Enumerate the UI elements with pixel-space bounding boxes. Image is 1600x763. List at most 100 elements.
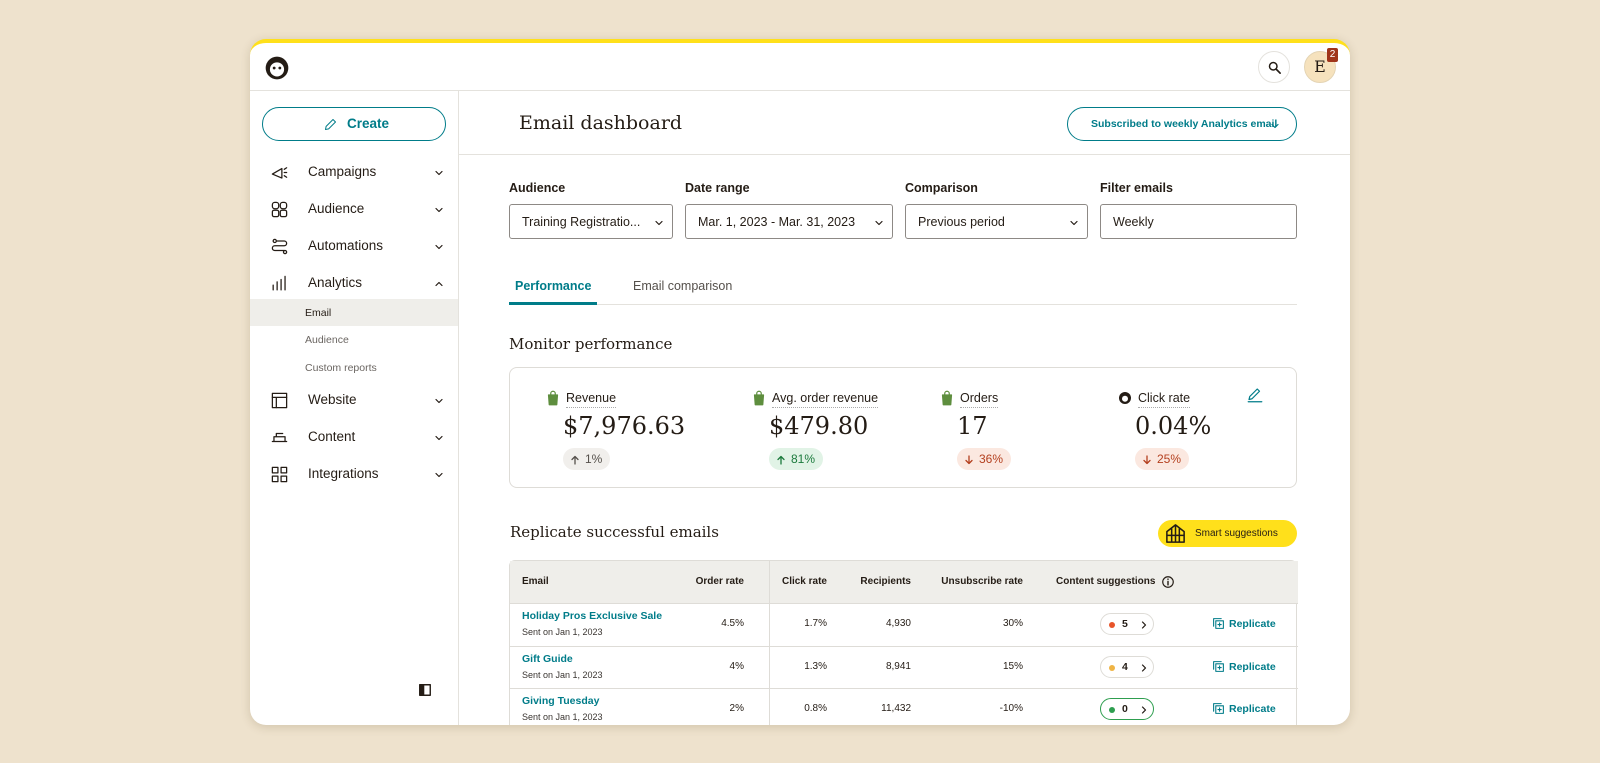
column-header: Email	[522, 576, 549, 587]
icon-shape	[271, 432, 288, 442]
filter-select[interactable]: Training Registratio...	[509, 204, 673, 239]
nav-icon	[270, 237, 289, 256]
filter-select[interactable]: Previous period	[905, 204, 1088, 239]
icon-shape	[1070, 220, 1078, 226]
filter-select[interactable]: Mar. 1, 2023 - Mar. 31, 2023	[685, 204, 893, 239]
nav-label: Campaigns	[308, 164, 377, 179]
icon-shape	[941, 394, 953, 406]
icon-shape	[279, 201, 288, 210]
icon-shape	[325, 119, 336, 130]
icon-shape	[1213, 618, 1224, 629]
nav-item[interactable]: Audience	[250, 191, 458, 227]
icon-shape	[1213, 703, 1222, 712]
table-header-bg	[510, 561, 1298, 603]
icon-shape	[1141, 706, 1147, 714]
sent-date: Sent on Jan 1, 2023	[522, 669, 603, 680]
icon-shape	[1268, 61, 1278, 71]
row-divider	[510, 603, 1298, 604]
icon-shape	[941, 390, 953, 406]
table: Email Order rate Click rate Recipients Unsub…	[509, 560, 1298, 725]
nav-item[interactable]: Automations	[250, 228, 458, 264]
filter-label: Filter emails	[1100, 181, 1173, 195]
cell-unsubscribe-rate: 30%	[1002, 618, 1023, 629]
subnav-item[interactable]: Custom reports	[250, 354, 458, 381]
filter-value: Previous period	[918, 214, 1005, 229]
filter-value: Mar. 1, 2023 - Mar. 31, 2023	[698, 214, 856, 229]
icon-shape	[419, 684, 425, 696]
icon-shape	[965, 455, 973, 465]
icon-shape	[1215, 662, 1224, 672]
nav-icon	[270, 428, 289, 447]
icon-shape	[435, 170, 443, 176]
chevron-down	[653, 216, 665, 228]
replicate-button[interactable]: Replicate	[1212, 616, 1292, 632]
icon-shape	[1268, 61, 1281, 74]
icon-shape	[279, 209, 288, 218]
icon-shape	[282, 249, 288, 255]
icon-shape	[777, 455, 785, 465]
sent-date: Sent on Jan 1, 2023	[522, 627, 603, 637]
icon-shape	[271, 201, 280, 210]
icon-shape	[1141, 706, 1147, 714]
icon-shape	[756, 390, 762, 396]
email-name[interactable]: Holiday Pros Exclusive Sale	[522, 610, 663, 622]
email-name[interactable]: Gift Guide	[522, 652, 573, 665]
nav-icon	[270, 465, 289, 484]
icon-shape	[272, 66, 276, 70]
icon-shape	[550, 390, 556, 396]
nav-item[interactable]: Integrations	[250, 456, 458, 492]
subnav-item[interactable]: Audience	[250, 327, 458, 354]
shopify-icon	[938, 389, 956, 407]
nav-item[interactable]: Website	[250, 382, 458, 418]
tab[interactable]: Email comparison	[633, 279, 733, 293]
replicate-label: Replicate	[1229, 660, 1276, 673]
icon-shape	[435, 398, 443, 403]
suggestions-pill[interactable]: 4	[1100, 655, 1154, 678]
search-button[interactable]	[1258, 51, 1290, 83]
subscription-button[interactable]: Subscribed to weekly Analytics email	[1067, 107, 1297, 141]
replicate-button[interactable]: Replicate	[1212, 701, 1292, 717]
column-header: Order rate	[695, 576, 744, 587]
icon-shape	[655, 220, 663, 226]
icon-shape	[272, 275, 286, 291]
icon-shape	[1162, 576, 1174, 588]
create-button[interactable]: Create	[262, 107, 446, 141]
nav-item[interactable]: Analytics	[250, 265, 458, 301]
cell-order-rate: 2%	[729, 703, 744, 714]
chevron-down	[1137, 619, 1149, 631]
nav-item[interactable]: Campaigns	[250, 154, 458, 190]
email-name[interactable]: Giving Tuesday	[522, 695, 600, 707]
icon-shape	[269, 62, 285, 77]
chevron-up	[433, 277, 445, 289]
icon-shape	[1247, 388, 1263, 403]
chevron-down	[433, 431, 445, 443]
nav-item[interactable]: Content	[250, 419, 458, 455]
icon-shape	[753, 394, 765, 406]
subnav-label: Custom reports	[305, 361, 377, 374]
filter-input[interactable]: Weekly	[1100, 204, 1297, 239]
icon-shape	[753, 390, 765, 406]
icon-shape	[435, 281, 443, 287]
subnav-item[interactable]: Email	[250, 299, 458, 326]
icon-shape	[1213, 660, 1222, 670]
title-divider	[459, 154, 1350, 155]
row-divider	[510, 688, 1298, 689]
icon-shape	[271, 240, 288, 252]
app-window: E 2 Create Campaigns Audience Automations Anal…	[250, 39, 1350, 725]
filter-label: Audience	[509, 181, 566, 195]
notification-badge: 2	[1327, 48, 1338, 62]
chevron-down	[433, 203, 445, 215]
info-icon	[1161, 575, 1175, 589]
icon-shape	[271, 167, 288, 179]
icon-shape	[1213, 660, 1224, 672]
smart-suggestions[interactable]: Smart suggestions	[1158, 520, 1297, 547]
suggestions-pill[interactable]: 0	[1100, 698, 1154, 720]
status-dot	[1109, 664, 1115, 671]
replicate-button[interactable]: Replicate	[1212, 659, 1292, 675]
tab[interactable]: Performance	[515, 279, 592, 293]
suggestions-pill[interactable]: 5	[1100, 613, 1154, 635]
metric-value: $479.80	[769, 412, 869, 440]
chevron-down	[433, 468, 445, 480]
icon-shape	[1215, 705, 1224, 714]
chevron-down	[1137, 704, 1149, 716]
